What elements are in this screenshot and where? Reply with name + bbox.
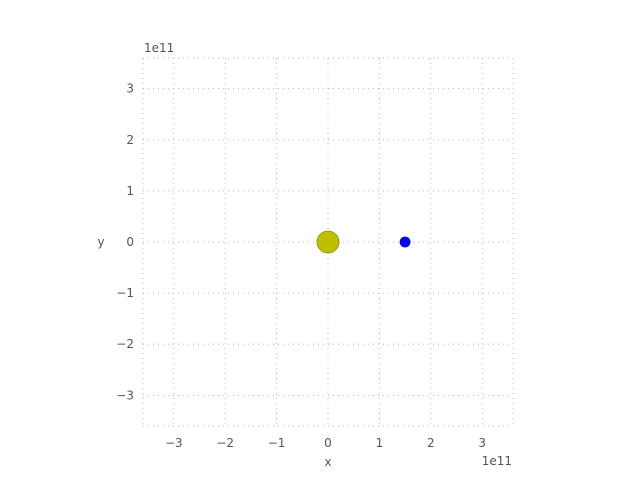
y-tick-label-0: −3 — [116, 388, 134, 402]
data-point-1 — [399, 236, 411, 248]
x-tick-label-2: −1 — [268, 436, 286, 450]
y-tick-label-6: 3 — [126, 82, 134, 96]
point-layer — [316, 230, 411, 254]
y-tick-label-5: 2 — [126, 133, 134, 147]
x-tick-label-1: −2 — [216, 436, 234, 450]
x-axis-label: x — [324, 455, 331, 469]
y-offset-label: 1e11 — [144, 41, 174, 55]
data-point-0 — [316, 230, 340, 254]
x-tick-label-0: −3 — [165, 436, 183, 450]
tick-layer: −3 −2 −1 0 1 2 3 −3 −2 −1 0 1 2 3 — [116, 82, 486, 450]
y-tick-label-4: 1 — [126, 184, 134, 198]
x-offset-label: 1e11 — [482, 454, 512, 468]
x-tick-label-3: 0 — [324, 436, 332, 450]
x-tick-label-4: 1 — [376, 436, 384, 450]
y-tick-label-1: −2 — [116, 337, 134, 351]
y-axis-label: y — [97, 235, 104, 249]
x-tick-label-5: 2 — [427, 436, 435, 450]
y-tick-label-3: 0 — [126, 235, 134, 249]
y-tick-label-2: −1 — [116, 286, 134, 300]
x-tick-label-6: 3 — [478, 436, 486, 450]
